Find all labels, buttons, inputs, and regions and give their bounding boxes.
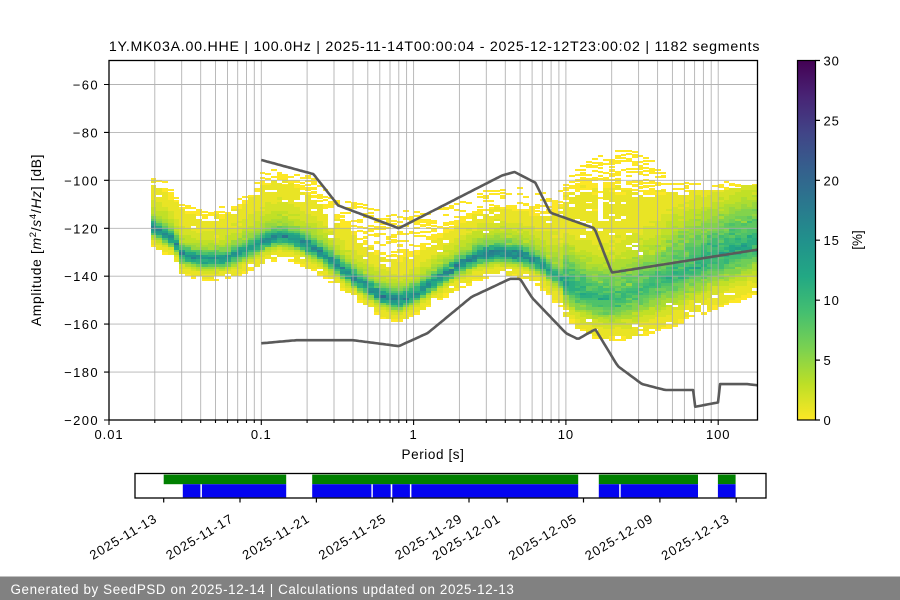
svg-text:Period [s]: Period [s] <box>401 447 464 462</box>
svg-text:1Y.MK03A.00.HHE | 100.0Hz | 20: 1Y.MK03A.00.HHE | 100.0Hz | 2025-11-14T0… <box>109 39 760 55</box>
svg-text:[%]: [%] <box>850 230 865 250</box>
svg-text:5: 5 <box>824 353 832 368</box>
svg-text:−80: −80 <box>73 125 99 140</box>
svg-text:10: 10 <box>824 293 840 308</box>
svg-text:25: 25 <box>824 113 840 128</box>
svg-text:30: 30 <box>824 54 840 69</box>
svg-text:Amplitude [m2/s4/Hz] [dB]: Amplitude [m2/s4/Hz] [dB] <box>28 154 44 326</box>
svg-text:1: 1 <box>410 427 418 442</box>
svg-text:15: 15 <box>824 233 840 248</box>
svg-text:20: 20 <box>824 173 840 188</box>
svg-text:10: 10 <box>558 427 574 442</box>
svg-text:0.1: 0.1 <box>251 427 272 442</box>
svg-text:−160: −160 <box>64 317 99 332</box>
svg-text:−180: −180 <box>64 365 99 380</box>
svg-text:−200: −200 <box>64 413 99 428</box>
svg-text:−60: −60 <box>73 78 99 93</box>
svg-text:100: 100 <box>706 427 730 442</box>
svg-text:0: 0 <box>824 413 832 428</box>
svg-text:−120: −120 <box>64 221 99 236</box>
svg-text:0.01: 0.01 <box>95 427 124 442</box>
svg-text:−100: −100 <box>64 173 99 188</box>
svg-text:Generated by SeedPSD on 2025-1: Generated by SeedPSD on 2025-12-14 | Cal… <box>11 582 515 597</box>
svg-text:−140: −140 <box>64 269 99 284</box>
